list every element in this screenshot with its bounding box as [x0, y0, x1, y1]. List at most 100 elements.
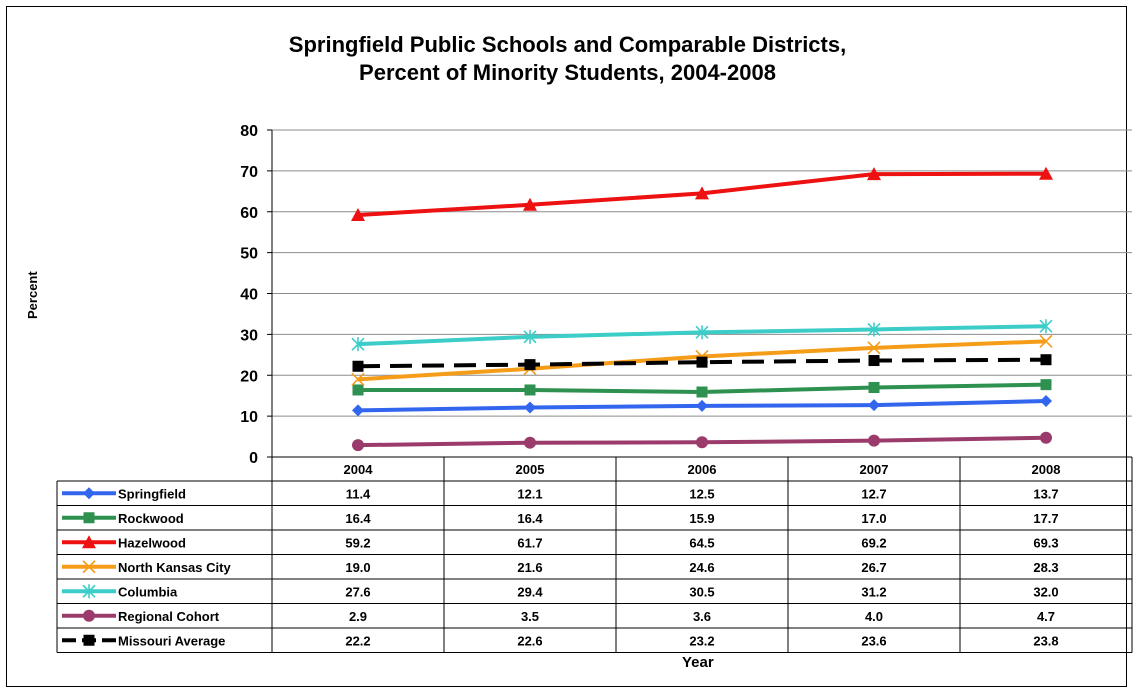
table-value: 15.9	[689, 511, 714, 526]
data-point	[523, 197, 537, 211]
table-value: 17.0	[861, 511, 886, 526]
table-value: 31.2	[861, 584, 886, 599]
data-point	[1040, 354, 1052, 366]
table-value: 21.6	[517, 560, 542, 575]
data-point	[696, 386, 708, 398]
chart-title-line-1: Springfield Public Schools and Comparabl…	[288, 32, 847, 57]
x-category-label: 2007	[860, 462, 889, 477]
table-value: 30.5	[689, 584, 714, 599]
legend-label: Missouri Average	[118, 633, 225, 648]
table-value: 27.6	[345, 584, 370, 599]
data-point	[1039, 319, 1053, 334]
x-axis-label: Year	[682, 654, 714, 671]
table-value: 16.4	[345, 511, 371, 526]
data-point	[352, 360, 364, 372]
data-point	[695, 186, 709, 200]
data-point	[695, 325, 709, 340]
legend-key-marker	[82, 560, 96, 574]
legend-key-marker	[82, 584, 96, 599]
legend-key-marker	[83, 634, 95, 646]
legend-key-marker	[82, 535, 96, 549]
table-value: 4.0	[865, 609, 883, 624]
data-point	[868, 399, 880, 412]
table-value: 69.3	[1033, 535, 1058, 550]
legend-key-marker	[83, 609, 95, 622]
table-value: 24.6	[689, 560, 714, 575]
x-category-label: 2006	[688, 462, 717, 477]
table-value: 13.7	[1033, 486, 1058, 501]
y-tick-label: 0	[249, 450, 258, 467]
x-category-label: 2008	[1032, 462, 1061, 477]
data-point	[352, 439, 364, 452]
data-point	[867, 167, 881, 181]
data-point	[351, 337, 365, 352]
table-value: 32.0	[1033, 584, 1058, 599]
table-value: 17.7	[1033, 511, 1058, 526]
y-tick-label: 10	[240, 409, 258, 426]
x-category-label: 2005	[516, 462, 545, 477]
table-value: 3.6	[693, 609, 711, 624]
table-value: 19.0	[345, 560, 370, 575]
y-tick-label: 40	[240, 287, 258, 304]
data-point	[1040, 395, 1052, 408]
legend-key-marker	[83, 487, 95, 500]
table-value: 29.4	[517, 584, 543, 599]
data-point	[867, 322, 881, 337]
data-point	[524, 401, 536, 414]
table-value: 69.2	[861, 535, 886, 550]
data-point	[524, 359, 536, 371]
legend-label: Hazelwood	[118, 535, 186, 550]
table-value: 26.7	[861, 560, 886, 575]
table-value: 11.4	[346, 486, 371, 501]
data-point	[1039, 334, 1053, 348]
legend-label: Rockwood	[118, 511, 184, 526]
table-value: 4.7	[1037, 609, 1055, 624]
table-value: 28.3	[1033, 560, 1058, 575]
data-point	[1040, 431, 1052, 444]
y-tick-label: 70	[240, 164, 258, 181]
x-category-label: 2004	[344, 462, 374, 477]
data-point	[523, 329, 537, 344]
y-tick-label: 30	[240, 327, 258, 344]
data-point	[868, 355, 880, 367]
table-value: 22.6	[517, 633, 542, 648]
y-tick-label: 60	[240, 205, 258, 222]
legend-label: Columbia	[118, 584, 178, 599]
table-value: 59.2	[345, 535, 370, 550]
legend-label: North Kansas City	[118, 560, 231, 575]
table-value: 61.7	[517, 535, 542, 550]
table-value: 64.5	[689, 535, 714, 550]
legend-label: Regional Cohort	[118, 609, 220, 624]
data-point	[352, 404, 364, 417]
data-point	[696, 356, 708, 368]
data-point	[868, 382, 880, 394]
data-point	[1040, 379, 1052, 391]
table-value: 3.5	[521, 609, 539, 624]
data-point	[351, 208, 365, 222]
data-point	[351, 372, 365, 386]
y-tick-label: 20	[240, 368, 258, 385]
data-point	[524, 384, 536, 396]
data-point	[524, 436, 536, 449]
y-tick-label: 80	[240, 123, 258, 140]
table-value: 12.5	[689, 486, 714, 501]
table-value: 23.6	[861, 633, 886, 648]
data-point	[867, 341, 881, 355]
legend-key-marker	[83, 512, 95, 524]
legend-label: Springfield	[118, 486, 186, 501]
series-line-missouri-average	[357, 357, 1047, 369]
table-value: 16.4	[517, 511, 543, 526]
data-point	[696, 399, 708, 412]
table-value: 12.1	[517, 486, 542, 501]
table-value: 23.2	[689, 633, 714, 648]
table-value: 23.8	[1033, 633, 1058, 648]
data-point	[868, 434, 880, 447]
table-value: 2.9	[349, 609, 367, 624]
data-point	[696, 436, 708, 449]
data-point	[352, 384, 364, 396]
data-point	[1039, 166, 1053, 180]
table-value: 22.2	[345, 633, 370, 648]
y-tick-label: 50	[240, 246, 258, 263]
table-value: 12.7	[861, 486, 886, 501]
